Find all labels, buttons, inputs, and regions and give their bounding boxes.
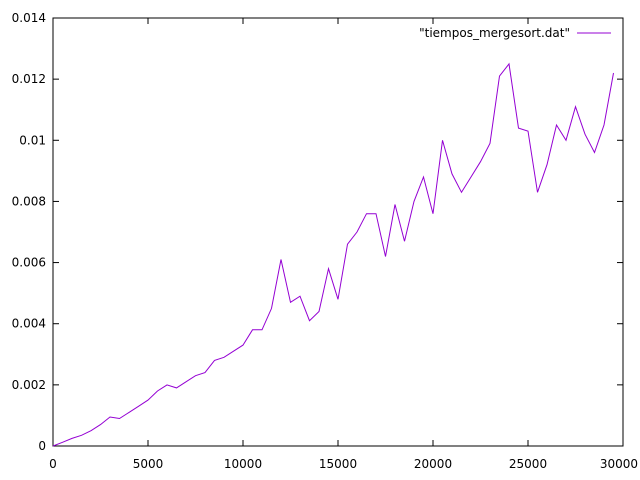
y-tick-label: 0.008 xyxy=(12,194,46,208)
y-tick-label: 0 xyxy=(38,439,46,453)
x-tick-label: 25000 xyxy=(509,457,547,471)
x-tick-label: 20000 xyxy=(414,457,452,471)
legend-label: "tiempos_mergesort.dat" xyxy=(419,26,570,40)
x-tick-label: 5000 xyxy=(133,457,164,471)
y-tick-label: 0.012 xyxy=(12,72,46,86)
legend: "tiempos_mergesort.dat" xyxy=(419,26,611,40)
y-tick-label: 0.01 xyxy=(19,133,46,147)
y-tick-label: 0.014 xyxy=(12,11,46,25)
series-line xyxy=(52,62,614,447)
y-tick-label: 0.006 xyxy=(12,256,46,270)
plot-frame xyxy=(52,17,624,447)
y-axis: 0 0.002 0.004 0.006 0.008 0.01 0.012 0.014 xyxy=(12,11,623,453)
x-tick-label: 0 xyxy=(49,457,57,471)
y-tick-label: 0.004 xyxy=(12,317,46,331)
x-tick-label: 15000 xyxy=(319,457,357,471)
x-axis: 0 5000 10000 15000 20000 25000 30000 xyxy=(49,18,638,471)
y-tick-label: 0.002 xyxy=(12,378,46,392)
series-layer xyxy=(52,62,614,447)
x-tick-label: 30000 xyxy=(600,457,638,471)
x-tick-label: 10000 xyxy=(224,457,262,471)
plot-area xyxy=(52,17,624,447)
